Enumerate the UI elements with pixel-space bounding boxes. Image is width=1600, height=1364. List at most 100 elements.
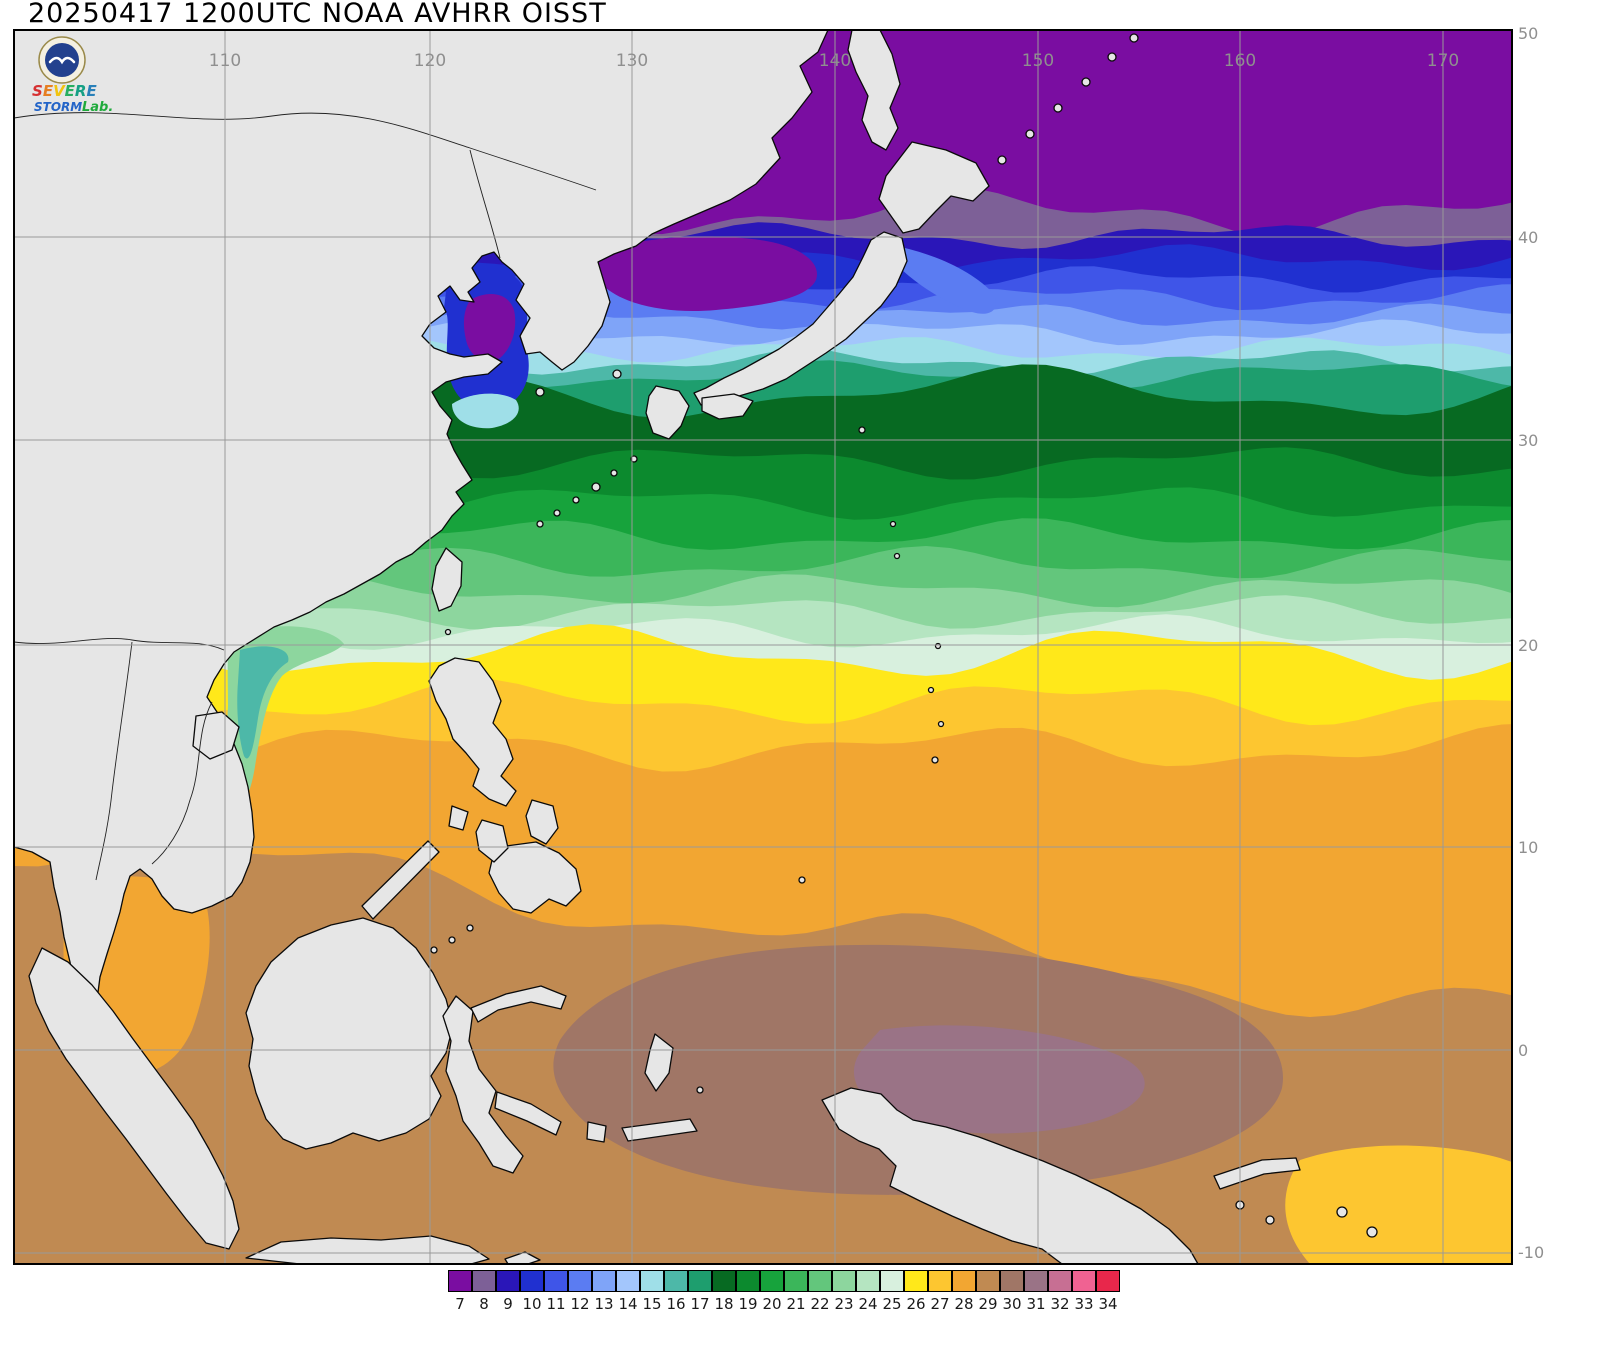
colorbar-cell-14 bbox=[616, 1270, 640, 1292]
colorbar-cell-7 bbox=[448, 1270, 472, 1292]
island-palau bbox=[798, 876, 806, 884]
island-kuril-2 bbox=[1025, 129, 1035, 139]
island-sulu-2 bbox=[448, 936, 456, 944]
lon-label-160: 160 bbox=[1224, 51, 1256, 71]
lat-label-50: 50 bbox=[1518, 24, 1538, 43]
land-luzon bbox=[428, 657, 517, 807]
island-ogasawara-1 bbox=[889, 520, 897, 528]
island-ryukyu-4 bbox=[572, 496, 580, 504]
lon-label-130: 130 bbox=[616, 51, 648, 71]
colorbar-cell-27 bbox=[928, 1270, 952, 1292]
map-frame bbox=[13, 29, 1513, 1265]
land-java bbox=[245, 1235, 490, 1264]
land-hokkaido bbox=[878, 141, 990, 234]
colorbar-tick-label: 34 bbox=[1098, 1295, 1118, 1313]
colorbar-tick-label: 23 bbox=[834, 1295, 854, 1313]
southeast-warm-patch bbox=[1285, 1145, 1512, 1264]
island-kuril-6 bbox=[1129, 33, 1139, 43]
land-sumatra bbox=[28, 947, 240, 1250]
colorbar-tick-label: 30 bbox=[1002, 1295, 1022, 1313]
island-mariana-3 bbox=[937, 720, 945, 728]
lat-label-20: 20 bbox=[1518, 636, 1538, 655]
colorbar-tick-label: 27 bbox=[930, 1295, 950, 1313]
land-mindoro bbox=[448, 805, 469, 831]
land-taiwan bbox=[431, 547, 463, 612]
colorbar-tick-label: 31 bbox=[1026, 1295, 1046, 1313]
land-sakhalin bbox=[847, 30, 901, 151]
land-new-guinea bbox=[821, 1087, 1199, 1264]
logo-word-lab: Lab. bbox=[82, 100, 113, 115]
colorbar-tick-label: 12 bbox=[570, 1295, 590, 1313]
island-misc-1 bbox=[696, 1086, 704, 1094]
colorbar-tick-label: 14 bbox=[618, 1295, 638, 1313]
colorbar-cell-15 bbox=[640, 1270, 664, 1292]
colorbar-tick-label: 29 bbox=[978, 1295, 998, 1313]
storm-lab-logo bbox=[38, 36, 86, 84]
colorbar bbox=[448, 1270, 1120, 1292]
island-ogasawara-2 bbox=[893, 552, 901, 560]
equatorial-warmest-core-patch bbox=[853, 1025, 1145, 1134]
colorbar-cell-30 bbox=[1000, 1270, 1024, 1292]
colorbar-tick-label: 17 bbox=[690, 1295, 710, 1313]
lon-label-170: 170 bbox=[1427, 51, 1459, 71]
island-jeju bbox=[535, 387, 545, 397]
island-ryukyu-2 bbox=[610, 469, 618, 477]
colorbar-tick-label: 15 bbox=[642, 1295, 662, 1313]
land-seram bbox=[621, 1118, 698, 1142]
oyashio-cold-tongue bbox=[884, 244, 996, 314]
land-kyushu bbox=[645, 385, 690, 440]
yellow-sea-core-patch bbox=[463, 294, 516, 362]
colorbar-tick-label: 10 bbox=[522, 1295, 542, 1313]
colorbar-tick-label: 8 bbox=[479, 1295, 489, 1313]
land-palawan bbox=[361, 840, 440, 920]
island-sulu-1 bbox=[466, 924, 474, 932]
colorbar-tick-label: 20 bbox=[762, 1295, 782, 1313]
island-solomon bbox=[1366, 1226, 1378, 1238]
colorbar-tick-label: 28 bbox=[954, 1295, 974, 1313]
sea-of-japan-cold-patch bbox=[593, 236, 817, 312]
colorbar-tick-label: 33 bbox=[1074, 1295, 1094, 1313]
colorbar-cell-32 bbox=[1048, 1270, 1072, 1292]
colorbar-cell-17 bbox=[688, 1270, 712, 1292]
logo-word-severe: SEVERE bbox=[32, 82, 97, 100]
landmasses bbox=[14, 30, 1378, 1264]
lat-label-10: 10 bbox=[1518, 838, 1538, 857]
lon-label-150: 150 bbox=[1022, 51, 1054, 71]
island-ryukyu-3 bbox=[591, 482, 601, 492]
border-russia-china bbox=[14, 112, 597, 191]
map-area: 110 120 130 140 150 160 170 SEVERE STORM… bbox=[14, 30, 1512, 1264]
lat-label-40: 40 bbox=[1518, 228, 1538, 247]
land-sulawesi bbox=[442, 995, 524, 1174]
border-thailand-myanmar bbox=[95, 641, 133, 881]
island-kuril-4 bbox=[1081, 77, 1091, 87]
land-panay-negros bbox=[475, 819, 509, 863]
colorbar-cell-20 bbox=[760, 1270, 784, 1292]
island-kuril-5 bbox=[1107, 52, 1117, 62]
colorbar-cell-23 bbox=[832, 1270, 856, 1292]
island-ryukyu-6 bbox=[536, 520, 544, 528]
colorbar-cell-21 bbox=[784, 1270, 808, 1292]
colorbar-cell-12 bbox=[568, 1270, 592, 1292]
colorbar-tick-label: 26 bbox=[906, 1295, 926, 1313]
logo-word-storm: STORM bbox=[34, 100, 82, 114]
island-kuril-3 bbox=[1053, 103, 1063, 113]
colorbar-cell-10 bbox=[520, 1270, 544, 1292]
colorbar-tick-label: 25 bbox=[882, 1295, 902, 1313]
island-bougainville bbox=[1336, 1206, 1348, 1218]
island-tsushima bbox=[612, 369, 622, 379]
lon-label-120: 120 bbox=[414, 51, 446, 71]
island-kuril-1 bbox=[997, 155, 1007, 165]
colorbar-cell-18 bbox=[712, 1270, 736, 1292]
land-new-britain bbox=[1213, 1157, 1301, 1190]
lat-label-30: 30 bbox=[1518, 431, 1538, 450]
colorbar-tick-label: 11 bbox=[546, 1295, 566, 1313]
land-sulawesi-se-arm bbox=[494, 1091, 562, 1136]
colorbar-cell-19 bbox=[736, 1270, 760, 1292]
land-buru bbox=[586, 1121, 607, 1143]
graticule bbox=[14, 30, 1512, 1264]
lon-labels: 110 120 130 140 150 160 170 bbox=[209, 51, 1459, 71]
land-mindanao bbox=[488, 841, 582, 914]
lat-label-0: 0 bbox=[1518, 1041, 1528, 1060]
